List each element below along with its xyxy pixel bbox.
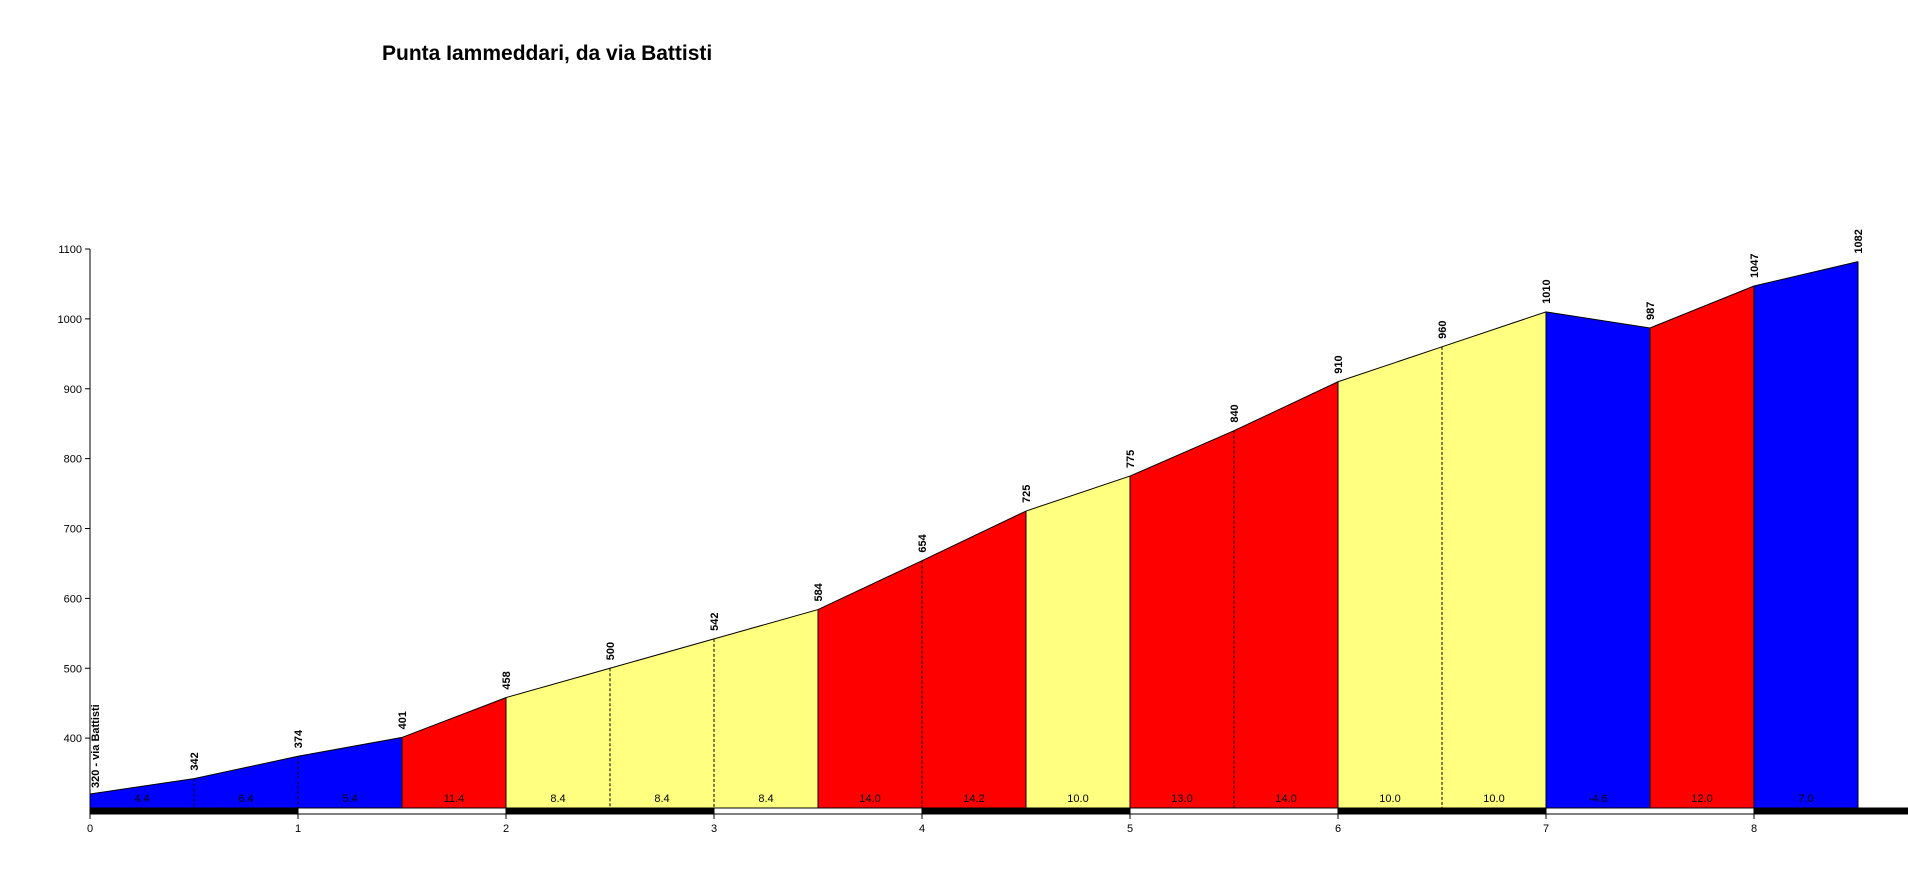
gradient-label: -4.6 (1589, 793, 1608, 805)
elevation-label: 1047 (1749, 254, 1761, 278)
distance-bar (89, 807, 299, 815)
gradient-label: 8.4 (758, 793, 773, 805)
distance-bar (505, 807, 715, 815)
segment-fill (1754, 261, 1858, 808)
distance-bar (713, 807, 923, 815)
gradient-label: 13.0 (1171, 793, 1192, 805)
elevation-label: 401 (397, 711, 409, 729)
gradient-label: 7.0 (1798, 793, 1813, 805)
y-tick-label: 700 (64, 524, 82, 536)
segment-fill (1130, 430, 1234, 808)
elevation-label: 342 (189, 752, 201, 770)
segment-fill (610, 638, 714, 808)
distance-bar (297, 807, 507, 815)
y-tick-label: 1000 (58, 314, 82, 326)
gradient-label: 14.0 (859, 793, 880, 805)
segment-fill (714, 609, 818, 808)
gradient-label: 6.4 (238, 793, 253, 805)
elevation-label: 374 (293, 729, 305, 748)
elevation-label: 960 (1437, 320, 1449, 338)
gradient-label: 10.0 (1379, 793, 1400, 805)
segment-fill (506, 668, 610, 808)
x-tick-label: 0 (87, 823, 93, 835)
x-tick-label: 1 (295, 823, 301, 835)
start-label: 320 - via Battisti (90, 704, 102, 788)
segment-fill (194, 756, 298, 808)
y-tick-label: 900 (64, 384, 82, 396)
y-tick-label: 400 (64, 733, 82, 745)
segment-fill (1234, 381, 1338, 808)
distance-bar (921, 807, 1131, 815)
gradient-label: 5.4 (342, 793, 357, 805)
gradient-label: 8.4 (654, 793, 669, 805)
segment-fill (1442, 311, 1546, 808)
segment-fill (90, 778, 194, 808)
distance-bar (1129, 807, 1339, 815)
elevation-label: 910 (1333, 355, 1345, 373)
segment-fill (1338, 346, 1442, 808)
elevation-label: 840 (1229, 404, 1241, 422)
x-tick-label: 3 (711, 823, 717, 835)
gradient-label: 14.0 (1275, 793, 1296, 805)
elevation-label: 1010 (1541, 279, 1553, 303)
gradient-label: 4.4 (134, 793, 149, 805)
gradient-label: 11.4 (444, 793, 465, 805)
profile-line (89, 261, 1859, 795)
x-tick-label: 7 (1543, 823, 1549, 835)
x-tick-label: 2 (503, 823, 509, 835)
gradient-label: 14.2 (963, 793, 984, 805)
gradient-label: 10.0 (1483, 793, 1504, 805)
elevation-label: 542 (709, 613, 721, 631)
elevation-label: 1082 (1853, 229, 1865, 253)
elevation-label: 500 (605, 642, 617, 660)
y-tick-label: 500 (64, 663, 82, 675)
elevation-label: 458 (501, 671, 513, 689)
segment-fill (1650, 286, 1754, 808)
elevation-label: 775 (1125, 450, 1137, 468)
x-tick-label: 5 (1127, 823, 1133, 835)
y-tick-label: 600 (64, 593, 82, 605)
y-tick-label: 1100 (58, 244, 82, 256)
segment-fill (922, 511, 1026, 808)
elevation-label: 725 (1021, 485, 1033, 503)
elevation-label: 987 (1645, 302, 1657, 320)
gradient-label: 12.0 (1691, 793, 1712, 805)
elevation-label: 654 (917, 533, 929, 552)
chart-title: Punta Iammeddari, da via Battisti (382, 42, 713, 65)
segment-fill (402, 697, 506, 808)
y-tick-label: 800 (64, 454, 82, 466)
gradient-label: 8.4 (550, 793, 565, 805)
segment-fill (298, 737, 402, 808)
segment-fill (1546, 311, 1650, 808)
segment-fill (1026, 476, 1130, 808)
elevation-label: 584 (813, 582, 825, 601)
x-tick-label: 4 (919, 823, 925, 835)
distance-bar (1545, 807, 1755, 815)
x-tick-label: 6 (1335, 823, 1341, 835)
distance-bar (1753, 807, 1908, 815)
x-tick-label: 8 (1751, 823, 1757, 835)
segment-fill (818, 560, 922, 808)
gradient-label: 10.0 (1067, 793, 1088, 805)
distance-bar (1337, 807, 1547, 815)
